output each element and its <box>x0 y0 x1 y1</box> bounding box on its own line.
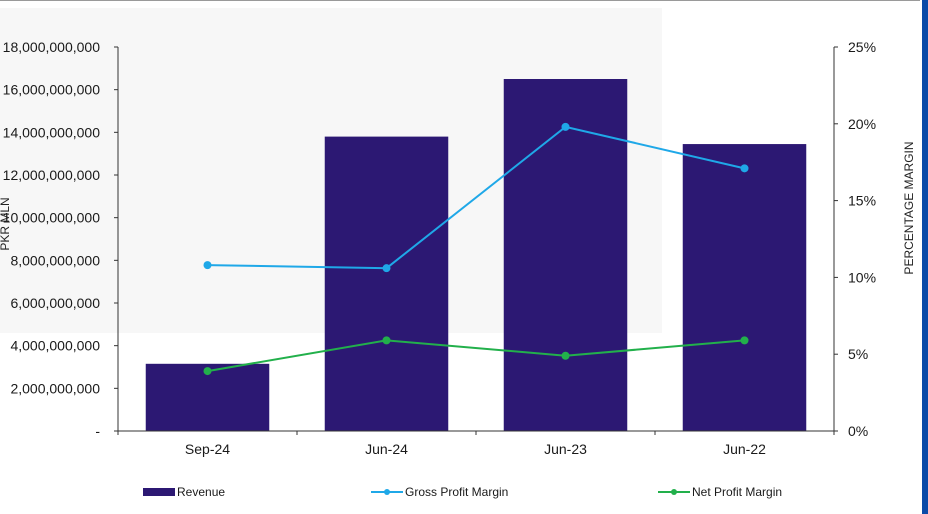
gross-profit-margin-point <box>382 264 391 273</box>
net-profit-margin-point <box>740 336 749 345</box>
revenue-bars <box>145 79 807 432</box>
legend-swatch-net-profit-margin <box>658 489 690 495</box>
left-tick-label: 4,000,000,000 <box>10 338 100 354</box>
right-tick-label: 15% <box>848 193 876 209</box>
gross-profit-margin-point <box>203 261 212 270</box>
legend-swatch-revenue <box>143 488 175 496</box>
x-tick-label: Jun-24 <box>365 441 408 457</box>
legend-swatch-gross-profit-margin <box>371 489 403 495</box>
combo-chart: - 2,000,000,000 4,000,000,000 6,000,000,000… <box>0 39 916 457</box>
left-tick-label: 2,000,000,000 <box>10 380 100 396</box>
left-tick-label: 8,000,000,000 <box>10 252 100 268</box>
gross-profit-margin-line <box>207 125 745 270</box>
net-profit-margin-point <box>203 367 212 376</box>
axes <box>114 46 838 435</box>
right-tick-label: 0% <box>848 423 868 439</box>
right-edge-bar <box>922 0 928 514</box>
top-border <box>0 0 920 1</box>
revenue-bar <box>324 136 449 431</box>
x-tick-label: Jun-23 <box>544 441 587 457</box>
left-tick-label: 14,000,000,000 <box>3 124 101 140</box>
x-tick-label: Sep-24 <box>185 441 230 457</box>
legend-item-net-profit-margin: Net Profit Margin <box>658 483 782 501</box>
legend-label-revenue: Revenue <box>177 485 226 499</box>
left-tick-label: 16,000,000,000 <box>3 82 101 98</box>
left-tick-label: 10,000,000,000 <box>3 210 101 226</box>
left-tick-label: 18,000,000,000 <box>3 39 101 55</box>
x-tick-label: Jun-22 <box>723 441 766 457</box>
legend-label-gross-profit-margin: Gross Profit Margin <box>405 485 509 499</box>
axis-labels: - 2,000,000,000 4,000,000,000 6,000,000,000… <box>0 39 916 457</box>
left-tick-label: - <box>95 423 100 439</box>
left-tick-label: 6,000,000,000 <box>10 295 100 311</box>
gross-profit-margin-point <box>561 122 570 131</box>
right-tick-label: 25% <box>848 39 876 55</box>
legend-item-gross-profit-margin: Gross Profit Margin <box>371 483 508 501</box>
left-tick-label: 12,000,000,000 <box>3 167 101 183</box>
net-profit-margin-point <box>561 351 570 360</box>
legend-item-revenue: Revenue <box>143 483 225 501</box>
y2-axis-title: PERCENTAGE MARGIN <box>902 141 916 274</box>
right-tick-label: 5% <box>848 346 868 362</box>
margin-lines <box>203 122 749 376</box>
right-tick-label: 10% <box>848 269 876 285</box>
revenue-bar <box>503 79 628 431</box>
right-tick-label: 20% <box>848 116 876 132</box>
revenue-bar <box>682 144 807 432</box>
legend: Revenue Gross Profit Margin Net Profit M… <box>0 483 920 501</box>
net-profit-margin-point <box>382 336 391 345</box>
legend-label-net-profit-margin: Net Profit Margin <box>692 485 783 499</box>
y-axis-title: PKR MLN <box>0 197 12 250</box>
gross-profit-margin-point <box>740 164 749 173</box>
net-profit-margin-line <box>207 339 745 373</box>
